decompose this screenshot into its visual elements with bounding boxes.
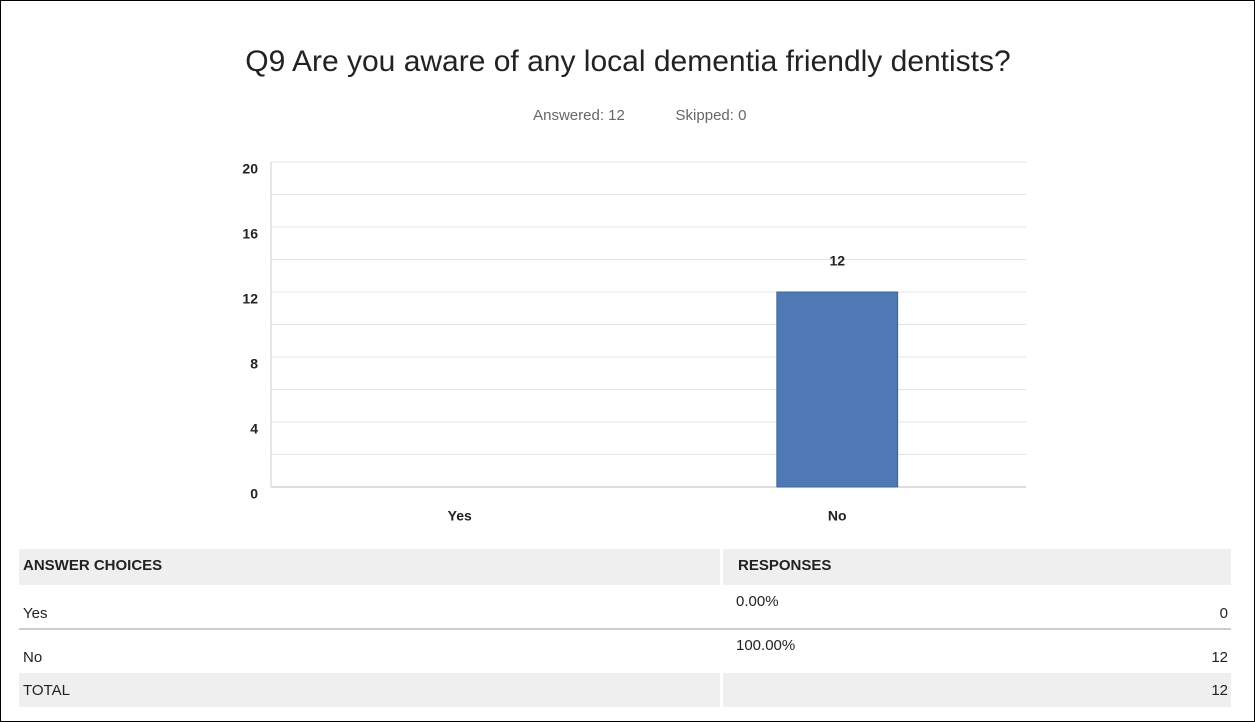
header-bg xyxy=(19,549,1231,585)
chart: Q9 Are you aware of any local dementia f… xyxy=(242,45,1026,524)
column-header: RESPONSES xyxy=(738,557,832,574)
total-bg xyxy=(19,673,1231,707)
y-tick-label: 12 xyxy=(242,291,258,307)
y-tick-label: 0 xyxy=(250,486,258,502)
row-separator xyxy=(19,628,1231,630)
bar xyxy=(776,291,899,488)
answer-choice: Yes xyxy=(23,605,48,622)
response-count: 12 xyxy=(1211,649,1228,666)
response-count: 0 xyxy=(1219,605,1228,622)
answered: Answered: 12 xyxy=(533,107,625,124)
column-header: ANSWER CHOICES xyxy=(23,557,163,574)
total-label: TOTAL xyxy=(23,682,70,699)
y-tick-label: 4 xyxy=(250,421,258,437)
header-gap xyxy=(720,549,723,585)
y-tick-label: 16 xyxy=(242,226,258,242)
skipped: Skipped: 0 xyxy=(676,107,747,124)
x-tick-label: Yes xyxy=(448,508,472,524)
response-percent: 0.00% xyxy=(736,593,779,610)
value-label: 12 xyxy=(829,253,845,269)
answer-choice: No xyxy=(23,649,43,666)
response-percent: 100.00% xyxy=(736,637,796,654)
total-count: 12 xyxy=(1211,682,1228,699)
y-tick-label: 8 xyxy=(250,356,258,372)
x-tick-label: No xyxy=(828,508,847,524)
y-tick-label: 20 xyxy=(242,161,258,177)
total-gap xyxy=(720,673,723,707)
chart-title: Q9 Are you aware of any local dementia f… xyxy=(245,45,1010,78)
